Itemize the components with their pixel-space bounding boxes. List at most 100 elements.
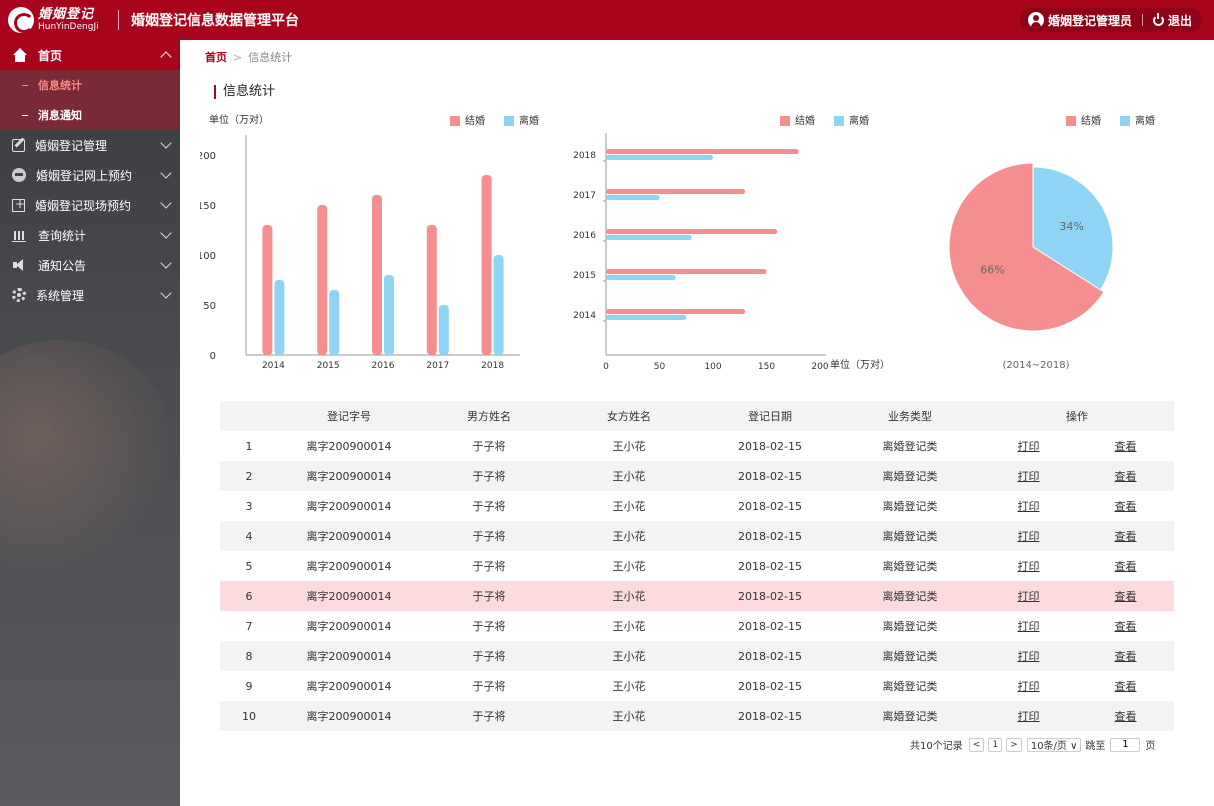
table-cell-text: 2018-02-15 (738, 439, 802, 453)
table-cell: 王小花 (558, 701, 700, 731)
print-link[interactable]: 打印 (1017, 500, 1040, 513)
view-link[interactable]: 查看 (1114, 560, 1137, 573)
print-link[interactable]: 打印 (1017, 530, 1040, 543)
next-page-button[interactable]: > (1006, 737, 1022, 752)
sidebar-subitem-messages[interactable]: 消息通知 (0, 100, 180, 130)
sidebar: 首页 信息统计 消息通知 婚姻登记管理 婚姻登记网上预约 婚姻登记现场预约 查询… (0, 40, 180, 806)
bar-离婚-2015 (329, 290, 340, 355)
jump-label: 跳至 (1085, 741, 1106, 752)
view-link[interactable]: 查看 (1114, 710, 1137, 723)
hbar-离婚-2014 (606, 315, 687, 320)
print-link[interactable]: 打印 (1017, 560, 1040, 573)
table-cell-text: 于子将 (472, 590, 506, 603)
app-title: 婚姻登记信息数据管理平台 (131, 12, 299, 28)
view-link[interactable]: 查看 (1114, 680, 1137, 693)
table-cell: 2018-02-15 (700, 521, 840, 551)
table-cell-text: 离婚登记类 (882, 560, 938, 573)
table-header-cell: 操作 (980, 401, 1174, 431)
table-row[interactable]: 10 离字200900014 于子将 王小花 2018-02-15 离婚登记类 打印 查看 (220, 701, 1174, 731)
page-number-button[interactable]: 1 (988, 737, 1003, 752)
top-header: 婚姻登记 HunYinDengJi 婚姻登记信息数据管理平台 婚姻登记管理员 退… (0, 0, 1214, 40)
print-link[interactable]: 打印 (1017, 590, 1040, 603)
bar-离婚-2014 (274, 280, 285, 355)
logo: 婚姻登记 HunYinDengJi (0, 7, 118, 33)
table-row[interactable]: 6 离字200900014 于子将 王小花 2018-02-15 离婚登记类 打印 查看 (220, 581, 1174, 611)
view-link[interactable]: 查看 (1114, 440, 1137, 453)
table-cell: 离字200900014 (278, 461, 420, 491)
sidebar-item-online-booking[interactable]: 婚姻登记网上预约 (0, 160, 180, 190)
table-cell: 离字200900014 (278, 611, 420, 641)
print-link[interactable]: 打印 (1017, 680, 1040, 693)
pagination: 共10个记录 < 1 > 10条/页 ∨ 跳至 页 (910, 737, 1155, 752)
edit-icon (12, 138, 25, 152)
table-cell: 离字200900014 (278, 581, 420, 611)
user-name[interactable]: 婚姻登记管理员 (1047, 13, 1132, 28)
table-cell-text: 3 (245, 499, 253, 513)
sidebar-item-query-stats[interactable]: 查询统计 (0, 220, 180, 250)
hbar-结婚-2017 (606, 189, 746, 194)
table-cell: 8 (220, 641, 278, 671)
table-row[interactable]: 9 离字200900014 于子将 王小花 2018-02-15 离婚登记类 打印 查看 (220, 671, 1174, 701)
table-cell: 于子将 (420, 521, 558, 551)
prev-page-button[interactable]: < (968, 737, 985, 752)
logout-button[interactable]: 退出 (1167, 13, 1192, 28)
breadcrumb-home[interactable]: 首页 (205, 51, 227, 64)
table-cell: 2 (220, 461, 278, 491)
view-link[interactable]: 查看 (1114, 590, 1137, 603)
table-cell: 查看 (1077, 431, 1174, 461)
table-cell-text: 离婚登记类 (882, 440, 938, 453)
page-size-select[interactable]: 10条/页 ∨ (1026, 737, 1082, 752)
table-cell: 于子将 (420, 551, 558, 581)
jump-page-input[interactable] (1110, 737, 1141, 752)
table-cell: 查看 (1077, 491, 1174, 521)
table-row[interactable]: 3 离字200900014 于子将 王小花 2018-02-15 离婚登记类 打印 查看 (220, 491, 1174, 521)
sidebar-subitem-label: 信息统计 (38, 79, 82, 92)
table-cell-text: 离婚登记类 (882, 710, 938, 723)
table-cell: 离婚登记类 (840, 431, 980, 461)
table-cell-text: 2018-02-15 (738, 499, 802, 513)
table-row[interactable]: 8 离字200900014 于子将 王小花 2018-02-15 离婚登记类 打印 查看 (220, 641, 1174, 671)
table-cell: 打印 (980, 581, 1077, 611)
table-cell-text: 离字200900014 (306, 440, 392, 453)
print-link[interactable]: 打印 (1017, 710, 1040, 723)
print-link[interactable]: 打印 (1017, 440, 1040, 453)
print-link[interactable]: 打印 (1017, 620, 1040, 633)
sidebar-item-marriage-management[interactable]: 婚姻登记管理 (0, 130, 180, 160)
user-bar-divider (1141, 14, 1143, 26)
table-cell: 于子将 (420, 701, 558, 731)
print-link[interactable]: 打印 (1017, 470, 1040, 483)
sidebar-item-onsite-booking[interactable]: 婚姻登记现场预约 (0, 190, 180, 220)
view-link[interactable]: 查看 (1114, 500, 1137, 513)
table-cell: 王小花 (558, 611, 700, 641)
view-link[interactable]: 查看 (1114, 620, 1137, 633)
table-header-cell: 女方姓名 (558, 401, 700, 431)
table-cell-text: 10 (242, 709, 256, 723)
table-row[interactable]: 4 离字200900014 于子将 王小花 2018-02-15 离婚登记类 打印 查看 (220, 521, 1174, 551)
table-row[interactable]: 2 离字200900014 于子将 王小花 2018-02-15 离婚登记类 打印 查看 (220, 461, 1174, 491)
bar-离婚-2016 (384, 275, 394, 355)
logo-icon (8, 7, 34, 33)
table-cell-text: 离婚登记类 (882, 680, 938, 693)
table-cell-text: 王小花 (612, 710, 646, 723)
table-row[interactable]: 5 离字200900014 于子将 王小花 2018-02-15 离婚登记类 打印 查看 (220, 551, 1174, 581)
table-row[interactable]: 1 离字200900014 于子将 王小花 2018-02-15 离婚登记类 打印 查看 (220, 431, 1174, 461)
table-cell-text: 离字200900014 (306, 560, 392, 573)
table-row[interactable]: 7 离字200900014 于子将 王小花 2018-02-15 离婚登记类 打印 查看 (220, 611, 1174, 641)
x-tick-label: 50 (654, 362, 666, 372)
view-link[interactable]: 查看 (1114, 650, 1137, 663)
legend-label: 结婚 (795, 114, 815, 127)
table-cell: 打印 (980, 641, 1077, 671)
view-link[interactable]: 查看 (1114, 530, 1137, 543)
sidebar-item-system[interactable]: 系统管理 (0, 280, 180, 310)
sidebar-item-label: 查询统计 (38, 228, 87, 243)
y-tick-label: 50 (203, 301, 216, 312)
sidebar-item-home[interactable]: 首页 (0, 40, 180, 70)
x-tick-label: 150 (758, 362, 775, 372)
power-icon[interactable] (1152, 12, 1164, 26)
view-link[interactable]: 查看 (1114, 470, 1137, 483)
sidebar-item-notices[interactable]: 通知公告 (0, 250, 180, 280)
print-link[interactable]: 打印 (1017, 650, 1040, 663)
sidebar-subitem-statistics[interactable]: 信息统计 (0, 70, 180, 100)
gear-icon (12, 288, 26, 302)
table-cell-text: 8 (245, 649, 253, 663)
